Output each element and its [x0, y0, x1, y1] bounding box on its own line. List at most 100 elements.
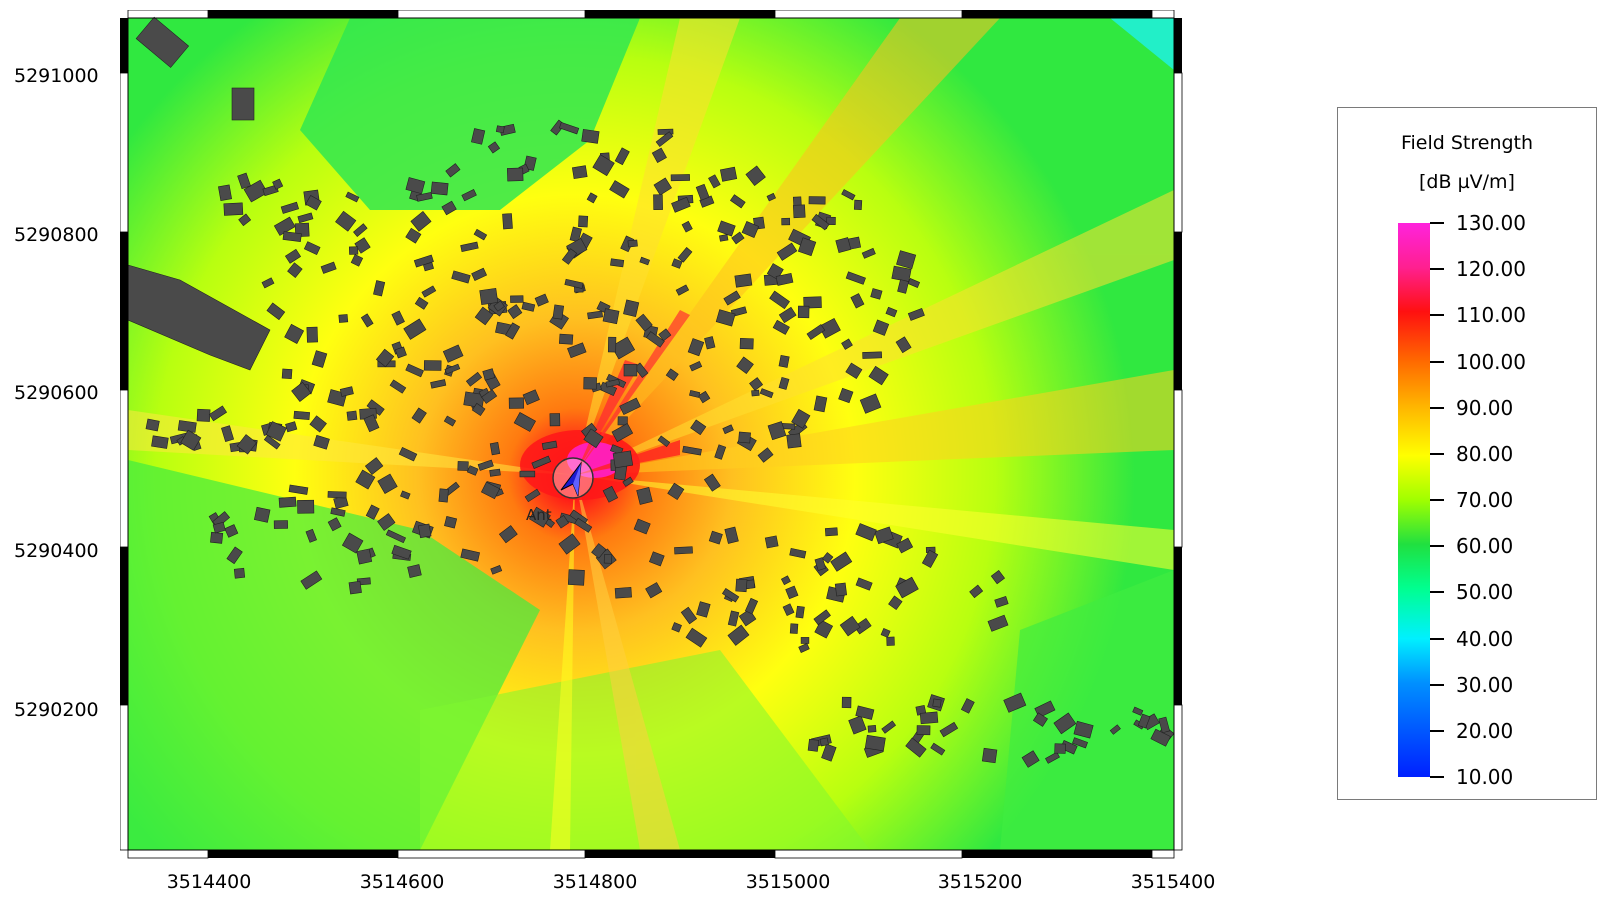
legend-value: 100.00 — [1456, 349, 1526, 374]
building — [778, 354, 790, 368]
building — [481, 389, 498, 404]
building — [841, 338, 853, 350]
building — [715, 309, 736, 327]
legend-tick — [1430, 268, 1444, 271]
building — [293, 410, 311, 420]
building — [1021, 750, 1040, 768]
building — [495, 125, 505, 134]
building — [224, 524, 239, 538]
building — [338, 314, 349, 323]
building — [348, 246, 359, 255]
building — [581, 129, 600, 144]
antenna-marker[interactable]: Ant — [526, 457, 594, 524]
building — [445, 163, 461, 178]
x-axis-label: 3515200 — [937, 871, 1023, 893]
building — [930, 742, 946, 756]
building — [751, 389, 760, 397]
building — [444, 516, 458, 529]
coverage-map[interactable]: Ant — [120, 10, 1183, 865]
building — [288, 484, 309, 495]
building — [853, 617, 872, 635]
building — [421, 285, 437, 298]
building — [375, 348, 395, 368]
legend-panel: Field Strength [dB µV/m] 130.00 120.00 110… — [1337, 107, 1597, 800]
legend-tick — [1430, 637, 1444, 640]
building — [1109, 724, 1121, 735]
legend-tick — [1430, 406, 1444, 409]
building — [558, 333, 574, 345]
building — [303, 241, 321, 256]
building — [414, 296, 429, 310]
building — [493, 300, 505, 312]
building — [341, 532, 364, 554]
building — [177, 420, 197, 433]
building — [574, 517, 593, 533]
building — [864, 734, 886, 752]
legend-tick — [1430, 360, 1444, 363]
building — [266, 302, 286, 321]
legend-tick — [1430, 499, 1444, 501]
low-field-northeast-corner — [1110, 18, 1174, 70]
building — [461, 189, 477, 202]
building — [814, 557, 827, 571]
building — [479, 288, 499, 306]
building — [687, 338, 705, 357]
building — [297, 499, 315, 514]
building — [905, 737, 927, 758]
building — [1137, 713, 1151, 729]
building — [855, 523, 877, 542]
building — [722, 424, 734, 435]
building — [346, 410, 358, 421]
building — [645, 331, 665, 348]
building — [655, 131, 674, 148]
building — [708, 530, 723, 545]
building — [834, 582, 848, 597]
building — [505, 322, 521, 340]
building — [826, 216, 836, 225]
building — [821, 552, 834, 564]
building — [724, 526, 739, 544]
building — [696, 601, 711, 618]
building — [792, 196, 802, 207]
building — [350, 254, 364, 267]
building — [821, 743, 837, 762]
building — [196, 408, 211, 422]
building — [741, 221, 760, 238]
building — [681, 220, 693, 233]
building — [284, 248, 302, 264]
building — [734, 273, 753, 288]
building — [830, 551, 853, 572]
coverage-map-canvas[interactable]: Ant — [120, 10, 1183, 865]
building — [990, 570, 1006, 585]
building — [627, 239, 638, 248]
building — [778, 376, 790, 390]
building — [602, 308, 620, 325]
building — [400, 490, 411, 500]
building — [987, 614, 1009, 632]
building — [389, 379, 407, 394]
building — [609, 180, 630, 199]
building — [797, 305, 810, 319]
building — [619, 397, 641, 416]
building — [373, 280, 386, 297]
building — [513, 412, 536, 432]
building — [775, 272, 794, 286]
building — [531, 455, 552, 469]
building — [792, 204, 806, 219]
building — [305, 195, 322, 211]
building — [605, 378, 621, 388]
building — [441, 200, 457, 216]
x-axis-label: 3515000 — [745, 871, 831, 893]
building — [896, 537, 914, 554]
building — [653, 194, 663, 210]
building — [939, 721, 959, 738]
building — [405, 227, 422, 244]
building — [398, 446, 418, 462]
building — [363, 414, 380, 433]
building — [236, 434, 257, 455]
building — [273, 520, 288, 529]
building — [603, 554, 613, 564]
building — [653, 177, 672, 196]
building — [703, 473, 721, 492]
building — [803, 296, 822, 309]
